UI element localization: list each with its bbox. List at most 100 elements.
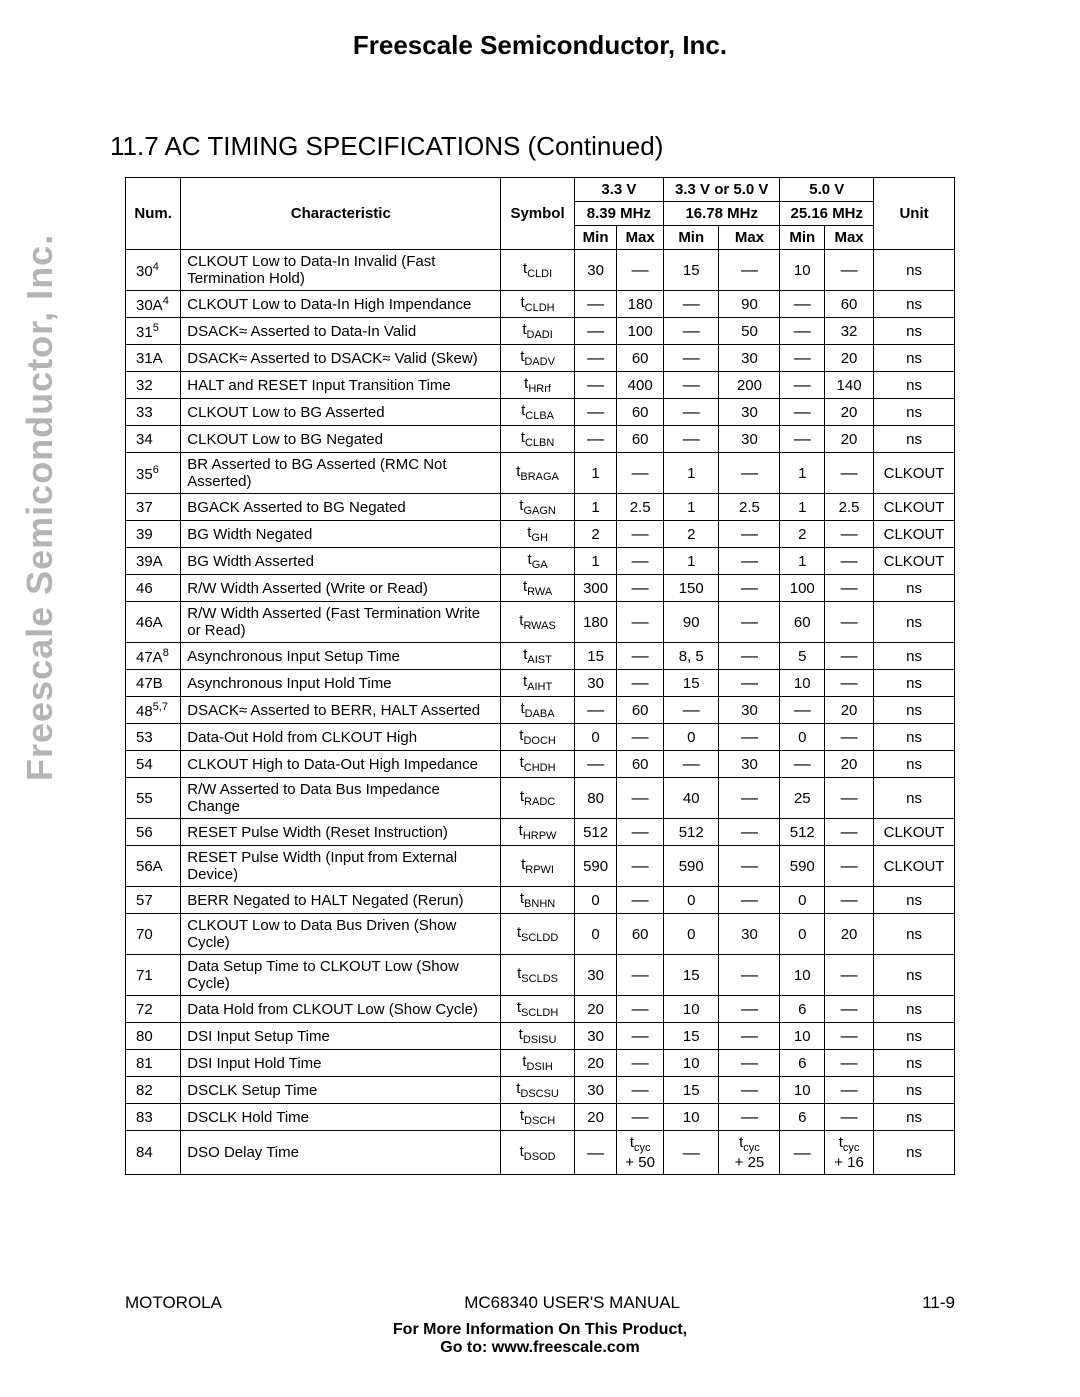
row-value: — — [825, 1023, 874, 1050]
row-unit: ns — [874, 670, 955, 697]
row-value: — — [825, 250, 874, 291]
row-value: — — [825, 548, 874, 575]
row-value: — — [825, 643, 874, 670]
row-value: 80 — [574, 778, 617, 819]
row-value: 60 — [617, 697, 664, 724]
row-unit: ns — [874, 887, 955, 914]
row-num: 83 — [126, 1104, 181, 1131]
row-value: — — [825, 575, 874, 602]
row-value: 590 — [574, 846, 617, 887]
row-value: 2 — [780, 521, 825, 548]
row-symbol: tRWA — [501, 575, 575, 602]
row-value: — — [719, 575, 780, 602]
row-characteristic: RESET Pulse Width (Input from External D… — [181, 846, 501, 887]
row-value: — — [780, 318, 825, 345]
row-unit: ns — [874, 955, 955, 996]
row-symbol: tDSISU — [501, 1023, 575, 1050]
row-symbol: tCLDI — [501, 250, 575, 291]
row-value: — — [825, 955, 874, 996]
row-value: — — [663, 697, 719, 724]
row-value: — — [719, 846, 780, 887]
row-value: — — [780, 372, 825, 399]
row-num: 31A — [126, 345, 181, 372]
row-characteristic: R/W Asserted to Data Bus Impedance Chang… — [181, 778, 501, 819]
row-value: — — [719, 1104, 780, 1131]
row-symbol: tDSOD — [501, 1131, 575, 1175]
row-symbol: tDADV — [501, 345, 575, 372]
table-row: 31ADSACK≈ Asserted to DSACK≈ Valid (Skew… — [126, 345, 955, 372]
row-unit: ns — [874, 250, 955, 291]
row-value: 15 — [574, 643, 617, 670]
table-row: 80DSI Input Setup TimetDSISU30—15—10—ns — [126, 1023, 955, 1050]
row-characteristic: Data Setup Time to CLKOUT Low (Show Cycl… — [181, 955, 501, 996]
table-row: 56RESET Pulse Width (Reset Instruction)t… — [126, 819, 955, 846]
footer-info-line1: For More Information On This Product, — [0, 1321, 1080, 1339]
row-value: — — [825, 887, 874, 914]
row-value: — — [719, 887, 780, 914]
table-row: 304CLKOUT Low to Data-In Invalid (Fast T… — [126, 250, 955, 291]
row-num: 33 — [126, 399, 181, 426]
row-unit: ns — [874, 399, 955, 426]
row-value: 15 — [663, 1023, 719, 1050]
row-value: 140 — [825, 372, 874, 399]
max-header-2: Max — [719, 226, 780, 250]
row-value: 180 — [574, 602, 617, 643]
row-value: — — [825, 846, 874, 887]
row-symbol: tSCLDH — [501, 996, 575, 1023]
row-num: 37 — [126, 494, 181, 521]
section-title: 11.7 AC TIMING SPECIFICATIONS (Continued… — [110, 131, 1080, 162]
row-num: 30A4 — [126, 291, 181, 318]
row-value: 0 — [663, 724, 719, 751]
row-value: 20 — [574, 1050, 617, 1077]
row-characteristic: BERR Negated to HALT Negated (Rerun) — [181, 887, 501, 914]
row-value: 20 — [574, 1104, 617, 1131]
table-row: 485,7DSACK≈ Asserted to BERR, HALT Asser… — [126, 697, 955, 724]
min-header-1: Min — [574, 226, 617, 250]
row-value: tcyc+ 16 — [825, 1131, 874, 1175]
row-value: — — [825, 724, 874, 751]
table-row: 83DSCLK Hold TimetDSCH20—10—6—ns — [126, 1104, 955, 1131]
row-unit: ns — [874, 291, 955, 318]
row-value: 30 — [574, 250, 617, 291]
table-row: 47BAsynchronous Input Hold TimetAIHT30—1… — [126, 670, 955, 697]
row-unit: ns — [874, 575, 955, 602]
row-value: 512 — [663, 819, 719, 846]
row-unit: ns — [874, 1077, 955, 1104]
row-value: — — [617, 1077, 664, 1104]
row-unit: ns — [874, 1104, 955, 1131]
table-row: 46R/W Width Asserted (Write or Read)tRWA… — [126, 575, 955, 602]
row-value: — — [719, 602, 780, 643]
row-value: 5 — [780, 643, 825, 670]
row-characteristic: DSACK≈ Asserted to BERR, HALT Asserted — [181, 697, 501, 724]
row-value: — — [617, 1050, 664, 1077]
row-value: 60 — [780, 602, 825, 643]
table-row: 70CLKOUT Low to Data Bus Driven (Show Cy… — [126, 914, 955, 955]
table-row: 356BR Asserted to BG Asserted (RMC Not A… — [126, 453, 955, 494]
row-value: 100 — [617, 318, 664, 345]
row-symbol: tDSCH — [501, 1104, 575, 1131]
row-value: 1 — [780, 453, 825, 494]
row-value: 60 — [617, 399, 664, 426]
row-num: 356 — [126, 453, 181, 494]
table-row: 56ARESET Pulse Width (Input from Externa… — [126, 846, 955, 887]
row-value: 30 — [719, 426, 780, 453]
row-characteristic: DSCLK Setup Time — [181, 1077, 501, 1104]
row-value: — — [617, 575, 664, 602]
table-row: 84DSO Delay TimetDSOD—tcyc+ 50—tcyc+ 25—… — [126, 1131, 955, 1175]
row-value: 10 — [780, 1023, 825, 1050]
row-value: — — [663, 345, 719, 372]
row-value: 30 — [574, 1023, 617, 1050]
row-value: 0 — [574, 724, 617, 751]
row-num: 47B — [126, 670, 181, 697]
row-unit: CLKOUT — [874, 548, 955, 575]
row-symbol: tAIHT — [501, 670, 575, 697]
row-value: — — [574, 751, 617, 778]
watermark-text: Freescale Semiconductor, Inc. — [19, 234, 61, 781]
table-row: 33CLKOUT Low to BG AssertedtCLBA—60—30—2… — [126, 399, 955, 426]
row-value: 1 — [780, 494, 825, 521]
table-row: 47A8Asynchronous Input Setup TimetAIST15… — [126, 643, 955, 670]
row-value: — — [663, 372, 719, 399]
row-value: 90 — [663, 602, 719, 643]
row-unit: ns — [874, 751, 955, 778]
row-unit: CLKOUT — [874, 453, 955, 494]
